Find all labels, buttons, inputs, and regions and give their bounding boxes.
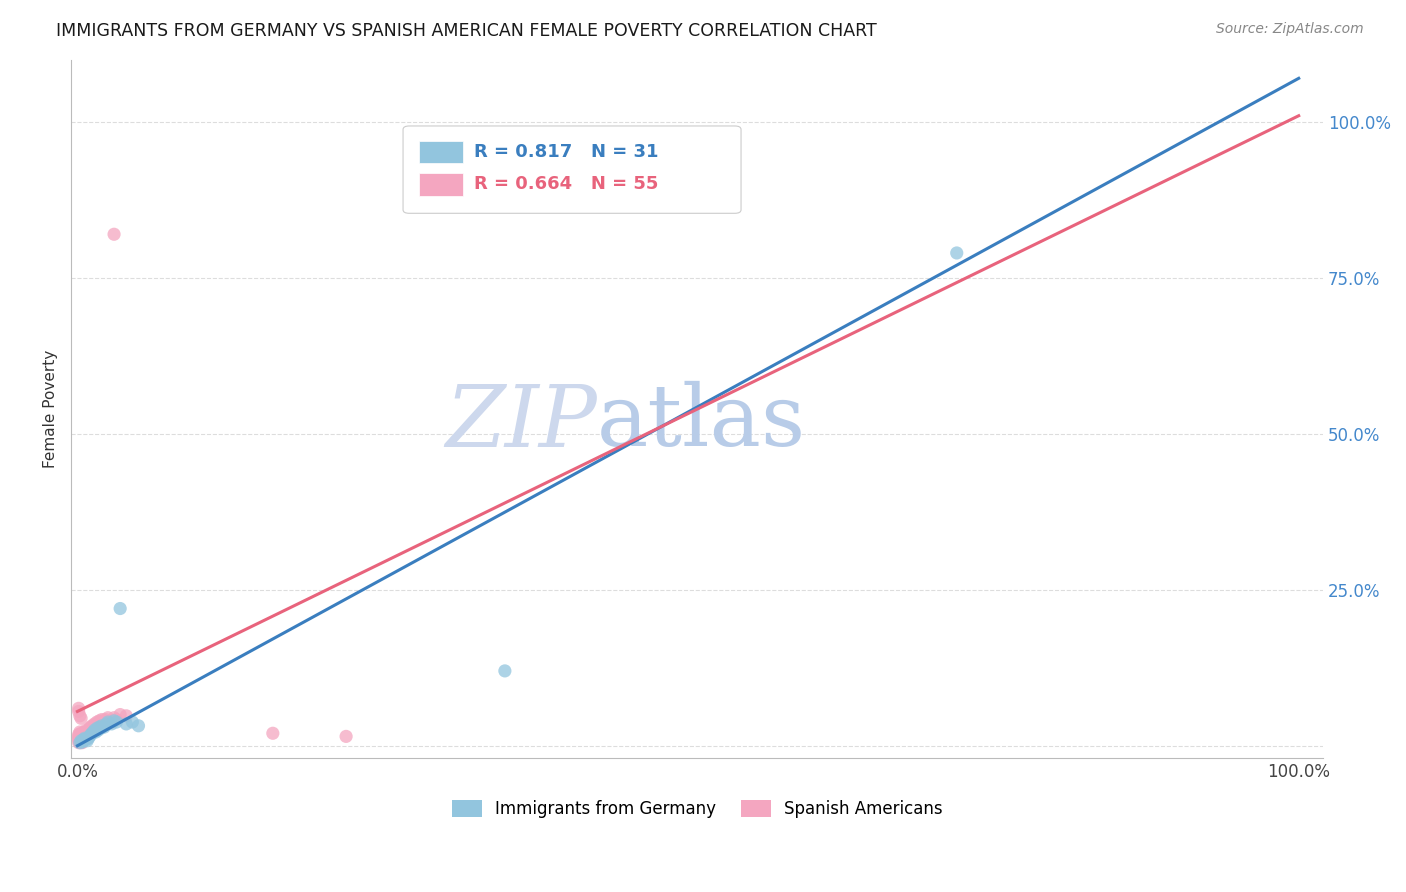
Point <box>83 723 105 738</box>
Point <box>67 701 90 715</box>
Point <box>73 725 96 739</box>
Point <box>108 601 131 615</box>
Point <box>115 708 138 723</box>
Point <box>77 731 100 746</box>
Point <box>69 736 91 750</box>
Point <box>103 227 125 242</box>
Point <box>127 719 149 733</box>
Point <box>67 732 90 747</box>
Point <box>69 736 91 750</box>
Point <box>89 714 111 728</box>
Point <box>69 727 91 741</box>
Point <box>72 732 94 747</box>
Point <box>121 714 143 729</box>
Point <box>103 714 125 728</box>
Point <box>73 730 96 744</box>
Point <box>82 725 104 739</box>
FancyBboxPatch shape <box>419 141 463 163</box>
Point <box>103 711 125 725</box>
Text: ZIP: ZIP <box>446 382 598 464</box>
Point <box>80 719 103 733</box>
Point <box>79 730 101 744</box>
Point <box>73 731 96 746</box>
Point <box>262 726 284 740</box>
Point <box>335 730 357 744</box>
Point <box>75 723 97 738</box>
Point <box>69 708 91 723</box>
Point <box>77 723 100 738</box>
Point <box>67 736 90 750</box>
Point <box>79 721 101 735</box>
Point <box>80 727 103 741</box>
Point <box>70 733 93 747</box>
Point <box>75 732 97 747</box>
Point <box>69 731 91 746</box>
Point <box>84 719 107 733</box>
Point <box>75 727 97 741</box>
FancyBboxPatch shape <box>419 173 463 196</box>
Point <box>945 246 967 260</box>
FancyBboxPatch shape <box>404 126 741 213</box>
Point <box>86 714 108 729</box>
Point <box>105 713 128 727</box>
Point <box>70 730 93 744</box>
Text: IMMIGRANTS FROM GERMANY VS SPANISH AMERICAN FEMALE POVERTY CORRELATION CHART: IMMIGRANTS FROM GERMANY VS SPANISH AMERI… <box>56 22 877 40</box>
Point <box>100 714 122 729</box>
Point <box>70 726 93 740</box>
Point <box>69 730 91 744</box>
Point <box>72 726 94 740</box>
Point <box>96 717 118 731</box>
Point <box>100 714 122 728</box>
Point <box>105 714 128 729</box>
Point <box>87 723 110 738</box>
Text: R = 0.664   N = 55: R = 0.664 N = 55 <box>474 175 659 193</box>
Point <box>70 731 93 746</box>
Point <box>83 717 105 731</box>
Point <box>72 730 94 744</box>
Point <box>97 714 120 729</box>
Point <box>67 705 90 719</box>
Point <box>90 714 112 729</box>
Point <box>72 732 94 747</box>
Point <box>100 717 122 731</box>
Text: R = 0.817   N = 31: R = 0.817 N = 31 <box>474 143 659 161</box>
Point <box>72 730 94 744</box>
Point <box>84 725 107 739</box>
Point <box>67 730 90 744</box>
Text: Source: ZipAtlas.com: Source: ZipAtlas.com <box>1216 22 1364 37</box>
Point <box>67 727 90 741</box>
Point <box>494 664 516 678</box>
Point <box>89 720 111 734</box>
Point <box>70 736 93 750</box>
Text: atlas: atlas <box>598 381 806 465</box>
Point <box>80 720 103 734</box>
Y-axis label: Female Poverty: Female Poverty <box>44 350 58 468</box>
Point <box>76 733 98 747</box>
Point <box>97 711 120 725</box>
Point <box>90 713 112 727</box>
Point <box>67 731 90 746</box>
Point <box>115 717 138 731</box>
Point <box>70 733 93 747</box>
Point <box>69 725 91 739</box>
Point <box>94 713 117 727</box>
Point <box>93 714 115 728</box>
Point <box>76 725 98 739</box>
Point <box>90 719 112 733</box>
Point <box>86 721 108 735</box>
Point <box>90 721 112 735</box>
Point <box>93 720 115 734</box>
Point <box>72 735 94 749</box>
Point <box>80 726 103 740</box>
Point <box>69 733 91 747</box>
Point <box>108 707 131 722</box>
Point <box>72 736 94 750</box>
Point <box>87 717 110 731</box>
Point <box>82 720 104 734</box>
Point <box>72 732 94 747</box>
Legend: Immigrants from Germany, Spanish Americans: Immigrants from Germany, Spanish America… <box>444 793 949 824</box>
Point <box>70 711 93 725</box>
